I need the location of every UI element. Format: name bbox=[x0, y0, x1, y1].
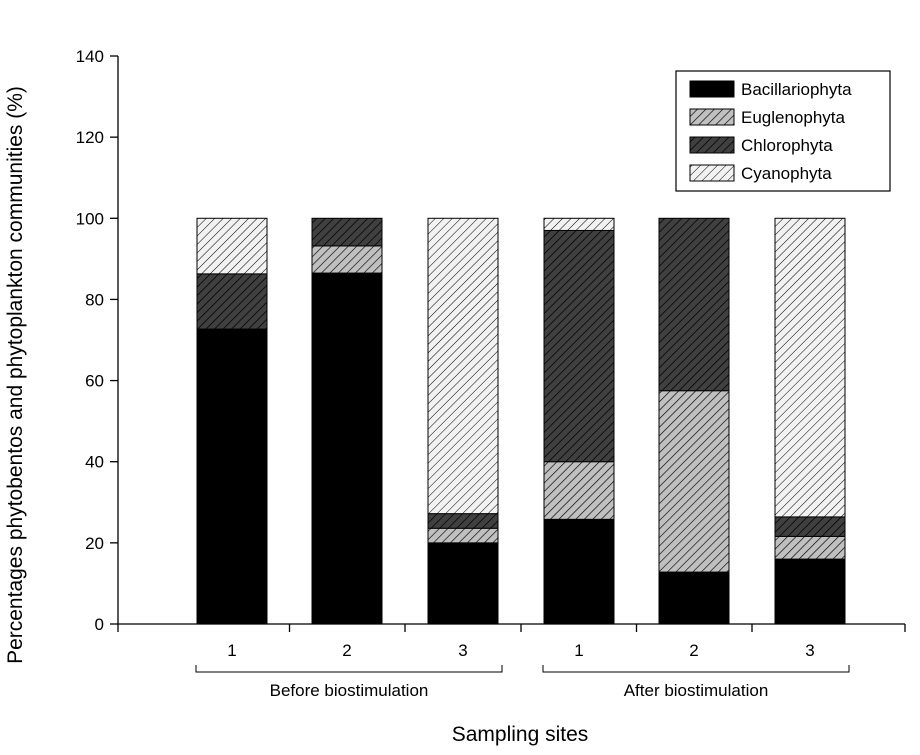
y-tick-label: 140 bbox=[76, 47, 104, 66]
group-label-2: After biostimulation bbox=[624, 681, 769, 700]
x-tick-label: 3 bbox=[458, 641, 467, 660]
y-axis-title: Percentages phytobentos and phytoplankto… bbox=[4, 86, 27, 664]
group-label-1: Before biostimulation bbox=[270, 681, 429, 700]
legend-swatch-cyanophyta bbox=[689, 164, 735, 182]
y-tick-label: 80 bbox=[85, 290, 104, 309]
bar-segment-chlorophyta-4 bbox=[543, 229, 615, 463]
bar-segment-cyanophyta-3 bbox=[427, 217, 499, 515]
x-axis-title: Sampling sites bbox=[452, 723, 589, 746]
legend-label-cyanophyta: Cyanophyta bbox=[741, 164, 832, 183]
bar-segment-cyanophyta-4 bbox=[543, 217, 615, 231]
y-tick-label: 60 bbox=[85, 372, 104, 391]
legend: Bacillariophyta Euglenophyta Chlorophyta Cy… bbox=[675, 70, 891, 192]
y-tick-label: 40 bbox=[85, 453, 104, 472]
x-tick-label: 1 bbox=[574, 641, 583, 660]
bar-segment-chlorophyta-5 bbox=[658, 217, 730, 392]
bar-segment-bacillariophyta-6 bbox=[774, 558, 846, 625]
x-tick-label: 3 bbox=[805, 641, 814, 660]
bar-segment-euglenophyta-6 bbox=[774, 535, 846, 560]
y-tick-label: 0 bbox=[95, 615, 104, 634]
axes-layer: 0 20 40 60 80 100 120 140 1 2 3 1 2 3 bbox=[76, 47, 906, 660]
bar-segment-euglenophyta-4 bbox=[543, 461, 615, 520]
y-tick-label: 100 bbox=[76, 209, 104, 228]
x-tick-label: 2 bbox=[689, 641, 698, 660]
bar-segment-cyanophyta-1 bbox=[196, 217, 268, 275]
group-brackets: Before biostimulation After biostimulatio… bbox=[195, 665, 850, 700]
y-tick-label: 120 bbox=[76, 128, 104, 147]
bar-segment-euglenophyta-2 bbox=[311, 245, 383, 274]
legend-label-chlorophyta: Chlorophyta bbox=[741, 136, 833, 155]
x-tick-label: 1 bbox=[227, 641, 236, 660]
y-tick-label: 20 bbox=[85, 534, 104, 553]
group-bracket-2 bbox=[542, 665, 850, 673]
bar-segment-bacillariophyta-2 bbox=[311, 272, 383, 625]
x-tick-label: 2 bbox=[342, 641, 351, 660]
legend-label-euglenophyta: Euglenophyta bbox=[741, 108, 846, 127]
bar-segment-cyanophyta-6 bbox=[774, 217, 846, 518]
legend-swatch-euglenophyta bbox=[689, 108, 735, 126]
bars-layer bbox=[196, 217, 846, 625]
bar-segment-bacillariophyta-5 bbox=[658, 571, 730, 625]
bar-segment-chlorophyta-2 bbox=[311, 217, 383, 247]
bar-segment-bacillariophyta-4 bbox=[543, 518, 615, 625]
legend-swatch-chlorophyta bbox=[689, 136, 735, 154]
bar-segment-chlorophyta-6 bbox=[774, 516, 846, 537]
legend-label-bacillariophyta: Bacillariophyta bbox=[741, 80, 852, 99]
bar-segment-euglenophyta-5 bbox=[658, 390, 730, 573]
group-bracket-1 bbox=[195, 665, 503, 673]
legend-swatch-bacillariophyta bbox=[689, 80, 735, 98]
bar-segment-bacillariophyta-1 bbox=[196, 328, 268, 625]
bar-segment-bacillariophyta-3 bbox=[427, 542, 499, 625]
bar-segment-euglenophyta-3 bbox=[427, 527, 499, 544]
bar-segment-chlorophyta-3 bbox=[427, 513, 499, 529]
bar-segment-chlorophyta-1 bbox=[196, 273, 268, 330]
